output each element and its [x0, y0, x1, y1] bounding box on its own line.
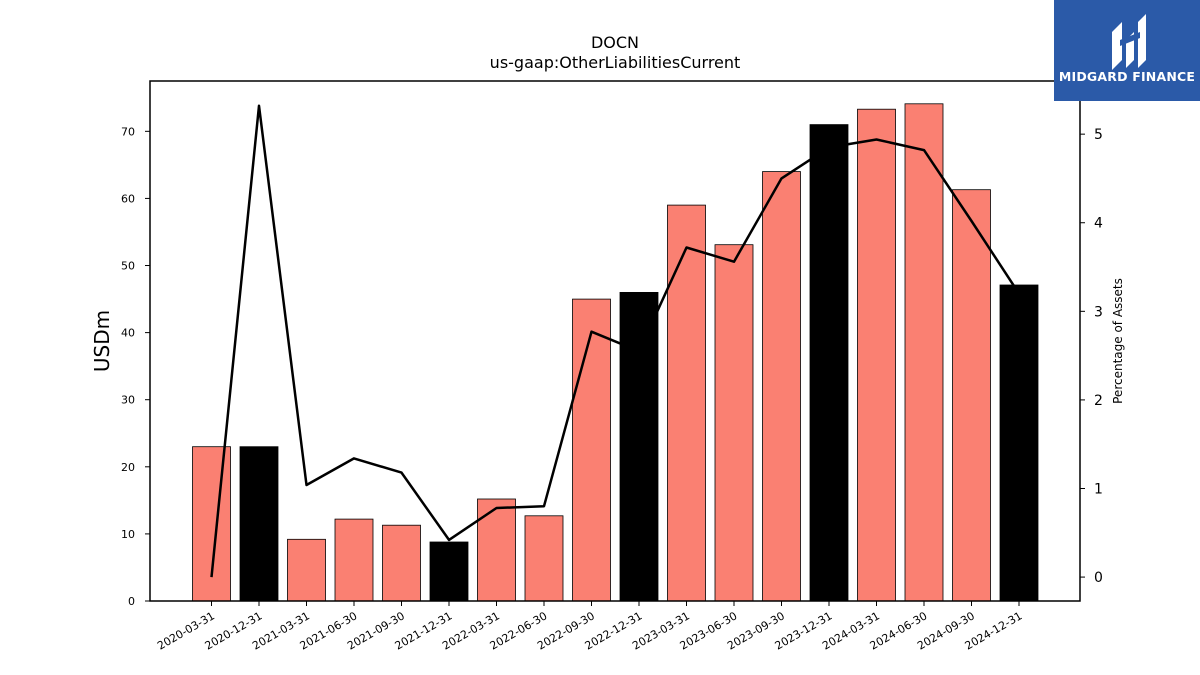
chart-subtitle: us-gaap:OtherLiabilitiesCurrent: [490, 53, 741, 72]
y2-axis-label: Percentage of Assets: [1111, 278, 1125, 404]
bar-2024-03-31: [857, 108, 896, 602]
bar-2022-09-30: [572, 298, 611, 602]
y-tick-label: 70: [121, 125, 135, 138]
y-tick-label: 40: [121, 327, 135, 340]
percentage-line: [210, 104, 1021, 578]
bar-2022-12-31: [619, 291, 659, 602]
bar-2021-09-30: [382, 524, 421, 602]
bar-2020-03-31: [192, 446, 231, 602]
chart-title: DOCN: [591, 33, 639, 52]
plot-frame: [149, 80, 1081, 602]
x-axis: 2020-03-312020-12-312021-03-312021-06-30…: [155, 601, 1025, 653]
bar-2023-06-30: [714, 244, 754, 602]
line-layer: [210, 104, 1021, 578]
midgard-finance-logo: MIDGARD FINANCE: [1054, 0, 1200, 101]
logo-text: MIDGARD FINANCE: [1058, 69, 1196, 84]
bar-2020-12-31: [239, 446, 279, 602]
y2-tick-label: 3: [1094, 304, 1103, 320]
bar-2023-03-31: [667, 204, 706, 602]
y-tick-label: 30: [121, 394, 135, 407]
bar-2024-06-30: [904, 103, 944, 602]
bars: [192, 103, 1039, 602]
y2-tick-label: 1: [1094, 481, 1103, 497]
bar-2021-12-31: [429, 541, 469, 602]
right-axis: 0 1 2 3 4 5: [1080, 127, 1103, 586]
bar-2023-12-31: [809, 124, 849, 602]
bar-2021-03-31: [287, 538, 326, 602]
y2-tick-label: 0: [1094, 570, 1103, 586]
bar-2022-03-31: [477, 498, 516, 602]
y2-tick-label: 4: [1094, 216, 1103, 232]
y-tick-label: 50: [121, 260, 135, 273]
bar-2024-09-30: [952, 189, 991, 602]
y2-tick-label: 5: [1094, 127, 1103, 143]
y-tick-label: 60: [121, 192, 135, 205]
y-tick-label: 0: [128, 595, 135, 608]
y-tick-label: 20: [121, 461, 135, 474]
bar-2022-06-30: [524, 515, 564, 602]
logo-mark-icon: [1112, 14, 1146, 70]
y-axis-label: USDm: [90, 310, 114, 372]
bar-2024-12-31: [999, 284, 1039, 602]
bar-2021-06-30: [334, 518, 374, 602]
y-tick-label: 10: [121, 528, 135, 541]
left-axis: 0 10 20 30 40 50 60 70: [121, 125, 150, 608]
bar-2023-09-30: [762, 171, 801, 602]
y2-tick-label: 2: [1094, 393, 1103, 409]
